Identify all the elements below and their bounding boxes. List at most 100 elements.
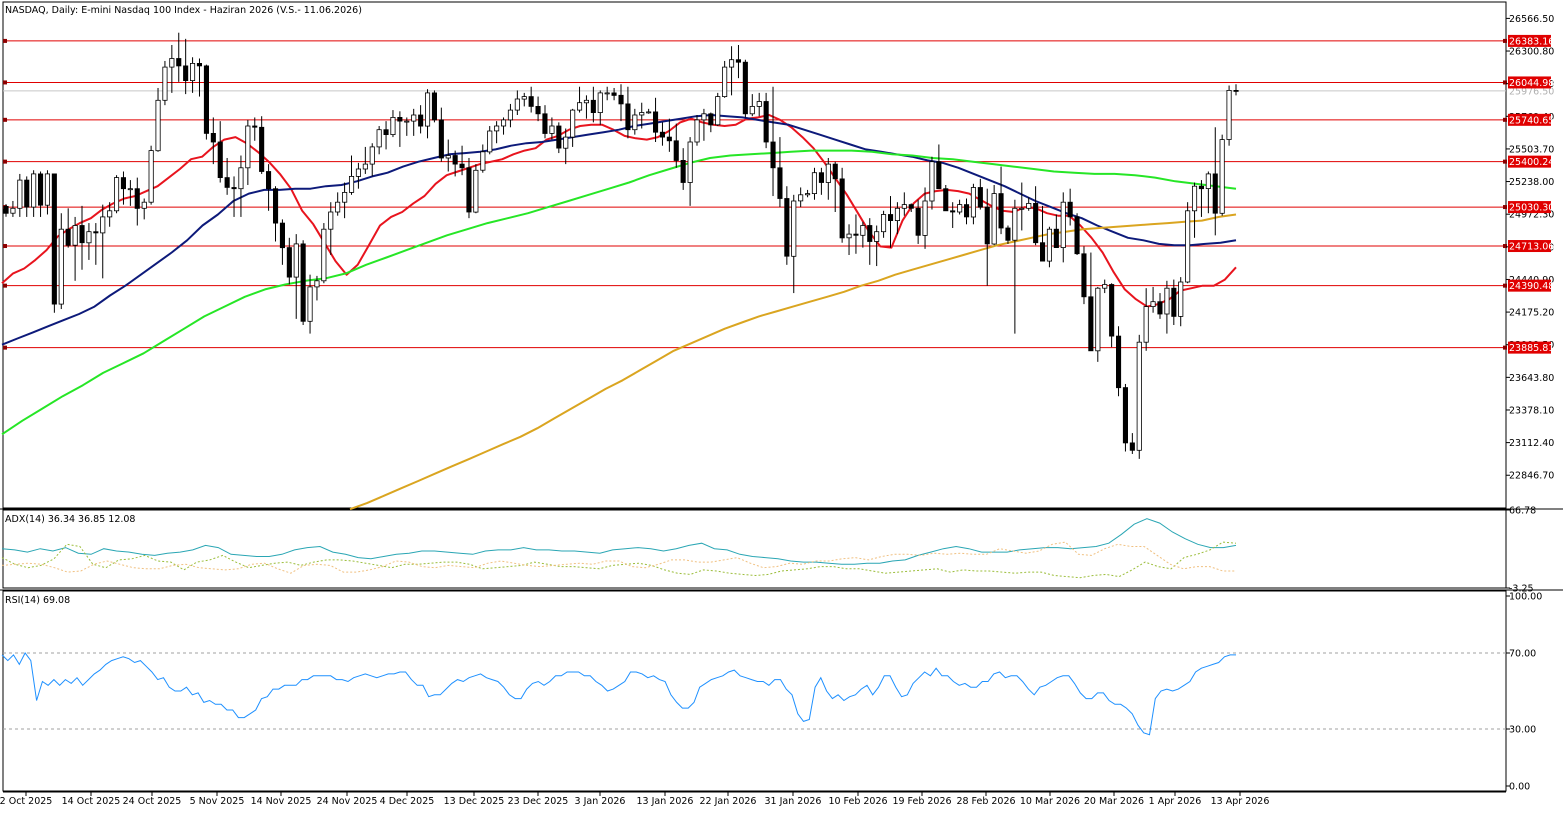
candle-body <box>86 231 92 244</box>
time-tick-label: 1 Apr 2026 <box>1149 796 1202 807</box>
candle-body <box>307 286 313 322</box>
candle-body <box>1171 287 1177 317</box>
time-tick-label: 14 Nov 2025 <box>251 796 312 807</box>
candle-body <box>265 171 272 190</box>
candle-body <box>604 92 610 95</box>
candle-body <box>24 179 30 208</box>
time-tick-label: 3 Jan 2026 <box>575 796 626 807</box>
candle-body <box>1129 442 1135 451</box>
candle-body <box>1026 202 1032 209</box>
candlestick-series <box>3 32 1239 459</box>
adx-indicator <box>1 518 1237 579</box>
level-label: 26044.98 <box>1509 78 1554 89</box>
candle-body <box>805 193 811 196</box>
candle-body <box>798 194 804 202</box>
candle-body <box>487 130 493 153</box>
candle-body <box>715 96 721 126</box>
candle-body <box>252 125 258 128</box>
level-marker <box>1503 283 1507 288</box>
candle-body <box>1157 301 1163 315</box>
candle-body <box>272 188 279 224</box>
candle-body <box>189 63 196 82</box>
candle-body <box>950 210 956 213</box>
ma-mid-line <box>1 114 1237 346</box>
candle-body <box>535 106 541 115</box>
candle-body <box>79 225 85 244</box>
candle-body <box>342 191 348 203</box>
ma-long-line <box>349 213 1237 511</box>
support-resistance-levels <box>3 38 1507 350</box>
adx-tick-label: -3.25 <box>1509 584 1534 595</box>
candle-body <box>404 120 410 123</box>
price-tick-label: 22846.70 <box>1509 471 1554 482</box>
candle-body <box>666 136 672 142</box>
candle-body <box>473 169 479 213</box>
candle-body <box>445 155 451 159</box>
candle-body <box>1122 387 1129 444</box>
candle-body <box>991 193 997 245</box>
candle-body <box>763 101 769 143</box>
candle-body <box>38 173 44 206</box>
candle-body <box>376 129 382 148</box>
candle-body <box>881 214 887 233</box>
candle-body <box>1212 173 1218 214</box>
candle-body <box>100 216 106 234</box>
candle-body <box>127 188 133 191</box>
rsi-tick-label: 70.00 <box>1509 649 1536 660</box>
candle-body <box>860 225 866 236</box>
level-marker <box>3 283 7 288</box>
time-tick-label: 28 Feb 2026 <box>956 796 1015 807</box>
candle-body <box>1033 202 1039 244</box>
candle-body <box>390 117 396 136</box>
candle-body <box>245 125 251 169</box>
time-tick-label: 4 Dec 2025 <box>380 796 435 807</box>
candle-body <box>701 113 707 121</box>
price-tick-label: 25503.70 <box>1509 144 1554 155</box>
level-marker <box>3 38 7 43</box>
level-marker <box>3 345 7 350</box>
candle-body <box>549 125 555 134</box>
ma-slow-line <box>1 149 1237 436</box>
candle-body <box>1116 335 1122 389</box>
candle-body <box>224 177 230 188</box>
candle-body <box>286 247 292 278</box>
level-marker <box>1503 159 1507 164</box>
candle-body <box>832 163 838 180</box>
candle-body <box>148 150 154 203</box>
candle-body <box>210 132 216 143</box>
candle-body <box>51 173 57 305</box>
candle-body <box>521 96 527 100</box>
candle-body <box>777 167 783 199</box>
candle-body <box>120 177 127 190</box>
candle-body <box>203 65 210 134</box>
level-label: 26383.16 <box>1509 36 1554 47</box>
candle-body <box>418 114 424 127</box>
candle-body <box>722 66 728 97</box>
level-marker <box>1503 80 1507 85</box>
candle-body <box>1205 173 1211 189</box>
level-label-bg <box>1508 279 1551 292</box>
candle-body <box>383 129 389 135</box>
candle-body <box>44 173 50 206</box>
candle-body <box>791 200 797 257</box>
price-tick-label: 23112.40 <box>1509 438 1554 449</box>
candle-body <box>1150 301 1156 308</box>
candle-body <box>1095 287 1101 352</box>
time-tick-label: 10 Feb 2026 <box>828 796 887 807</box>
candle-body <box>183 65 189 82</box>
candle-body <box>611 92 617 96</box>
level-label: 25400.24 <box>1509 157 1554 168</box>
candle-body <box>1143 306 1149 343</box>
candle-body <box>749 106 755 115</box>
current-price-label: 25976.50 <box>1509 86 1554 97</box>
candle-body <box>618 94 624 105</box>
candle-body <box>259 126 265 172</box>
price-tick-label: 24175.20 <box>1509 308 1554 319</box>
candle-body <box>556 125 562 149</box>
candle-body <box>348 175 355 193</box>
level-marker <box>1503 38 1507 43</box>
candle-body <box>335 201 341 213</box>
level-marker <box>3 80 7 85</box>
time-tick-label: 23 Dec 2025 <box>508 796 569 807</box>
